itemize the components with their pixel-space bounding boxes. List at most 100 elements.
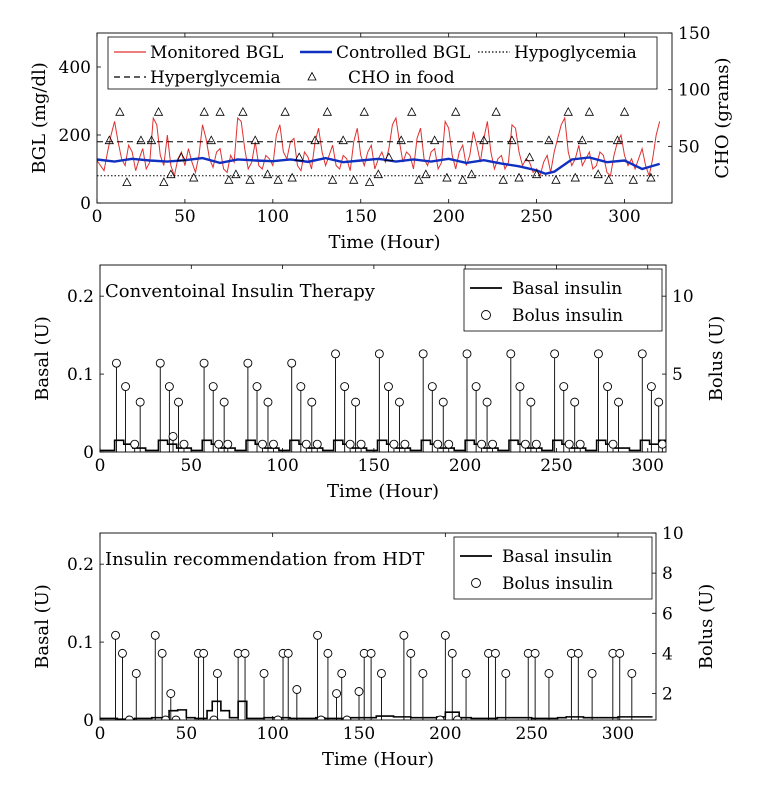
cho-marker: [238, 106, 248, 116]
bolus-marker: [400, 439, 410, 449]
cho-marker: [451, 106, 461, 116]
bolus-marker: [287, 358, 297, 368]
legend: Basal insulin Bolus insulin: [453, 536, 653, 600]
bolus-marker: [331, 349, 340, 359]
legend-label: Basal insulin: [512, 279, 622, 299]
cho-marker: [245, 174, 255, 184]
cho-marker: [231, 169, 241, 179]
legend-label: Basal insulin: [502, 547, 612, 567]
bolus-marker: [573, 648, 583, 658]
cho-marker: [646, 172, 656, 182]
bolus-marker: [131, 669, 141, 678]
y-tick-label: 0.2: [67, 555, 94, 575]
y2-axis-label: Bolus (U): [696, 584, 717, 670]
y2-tick-label: 4: [662, 644, 673, 664]
cho-marker: [280, 106, 290, 116]
x-tick-label: 150: [358, 456, 390, 476]
cho-marker: [442, 172, 452, 182]
cho-marker: [224, 174, 234, 184]
bolus-marker: [252, 382, 262, 391]
bolus-marker: [366, 648, 376, 658]
cho-marker: [421, 169, 431, 179]
cho-marker: [115, 106, 125, 116]
y-axis-label: BGL (mg/dl): [29, 62, 50, 174]
y-tick-label: 400: [59, 58, 91, 78]
bolus-marker: [657, 439, 666, 449]
cho-marker: [136, 135, 146, 145]
bolus-marker: [150, 630, 160, 640]
series-2: [111, 349, 666, 452]
cho-marker: [146, 135, 157, 145]
y-tick-label: 200: [59, 126, 91, 146]
legend: Monitored BGL Controlled BGL Hypoglycemia H…: [107, 36, 658, 90]
bolus-marker: [575, 439, 585, 449]
cho-marker: [338, 135, 348, 145]
cho-marker: [104, 135, 114, 145]
x-tick-label: 100: [257, 207, 289, 227]
bolus-marker: [477, 439, 487, 449]
bolus-marker: [269, 439, 278, 449]
bolus-marker: [157, 648, 167, 658]
y2-tick-label: 6: [662, 604, 673, 624]
bolus-marker: [263, 397, 273, 407]
bolus-marker: [374, 349, 384, 359]
cho-marker: [407, 106, 417, 116]
y2-tick-label: 100: [678, 81, 710, 101]
x-tick-label: 100: [266, 456, 298, 476]
y-axis-label: Basal (U): [32, 316, 53, 401]
bolus-marker: [452, 715, 462, 720]
cho-marker: [491, 106, 501, 116]
bolus-marker: [515, 382, 525, 391]
plot-frame: [96, 32, 673, 204]
bolus-marker: [440, 630, 450, 640]
legend-swatch: [307, 71, 317, 81]
bolus-marker: [550, 349, 560, 359]
legend: Basal insulin Bolus insulin: [463, 268, 663, 332]
y2-tick-label: 10: [672, 287, 694, 307]
y2-axis-label: CHO (grams): [712, 57, 733, 178]
x-tick-label: 300: [602, 724, 634, 744]
bolus-marker: [447, 648, 457, 658]
cho-marker: [612, 135, 623, 145]
bolus-marker: [520, 439, 530, 449]
cho-marker: [551, 174, 561, 184]
bolus-marker: [296, 382, 306, 391]
cho-marker: [206, 135, 216, 145]
cho-marker: [294, 152, 304, 162]
cho-marker: [584, 106, 595, 116]
bolus-marker: [587, 669, 597, 678]
bolus-marker: [615, 648, 625, 658]
bolus-marker: [559, 382, 569, 391]
legend-label: Controlled BGL: [336, 43, 470, 63]
cho-marker: [322, 106, 333, 116]
bolus-marker: [501, 669, 511, 678]
bolus-marker: [214, 439, 224, 449]
y-tick-label: 0: [83, 711, 94, 731]
y-axis-label: Basal (U): [32, 584, 53, 669]
y-tick-label: 0.1: [67, 633, 94, 653]
bolus-marker: [307, 397, 317, 407]
series-1: [97, 116, 661, 178]
bolus-marker: [406, 648, 416, 658]
bolus-marker: [570, 397, 580, 407]
x-tick-label: 0: [92, 207, 103, 227]
cho-marker: [364, 177, 375, 187]
y-tick-label: 0: [80, 194, 91, 214]
bolus-marker: [171, 715, 181, 720]
cho-marker: [628, 174, 638, 184]
cho-marker: [199, 106, 209, 116]
cho-marker: [507, 135, 517, 145]
x-tick-label: 50: [176, 724, 198, 744]
plot-frame: [99, 264, 667, 453]
cho-marker: [531, 169, 542, 179]
bolus-marker: [356, 439, 366, 449]
bolus-marker: [394, 397, 404, 407]
x-tick-label: 300: [632, 456, 664, 476]
y2-axis-label: Bolus (U): [706, 316, 727, 402]
x-tick-label: 200: [449, 456, 481, 476]
bolus-marker: [608, 439, 618, 449]
legend-label: Monitored BGL: [150, 43, 283, 63]
cho-marker: [262, 169, 273, 179]
bolus-marker: [435, 715, 445, 720]
series-5: [104, 106, 656, 187]
